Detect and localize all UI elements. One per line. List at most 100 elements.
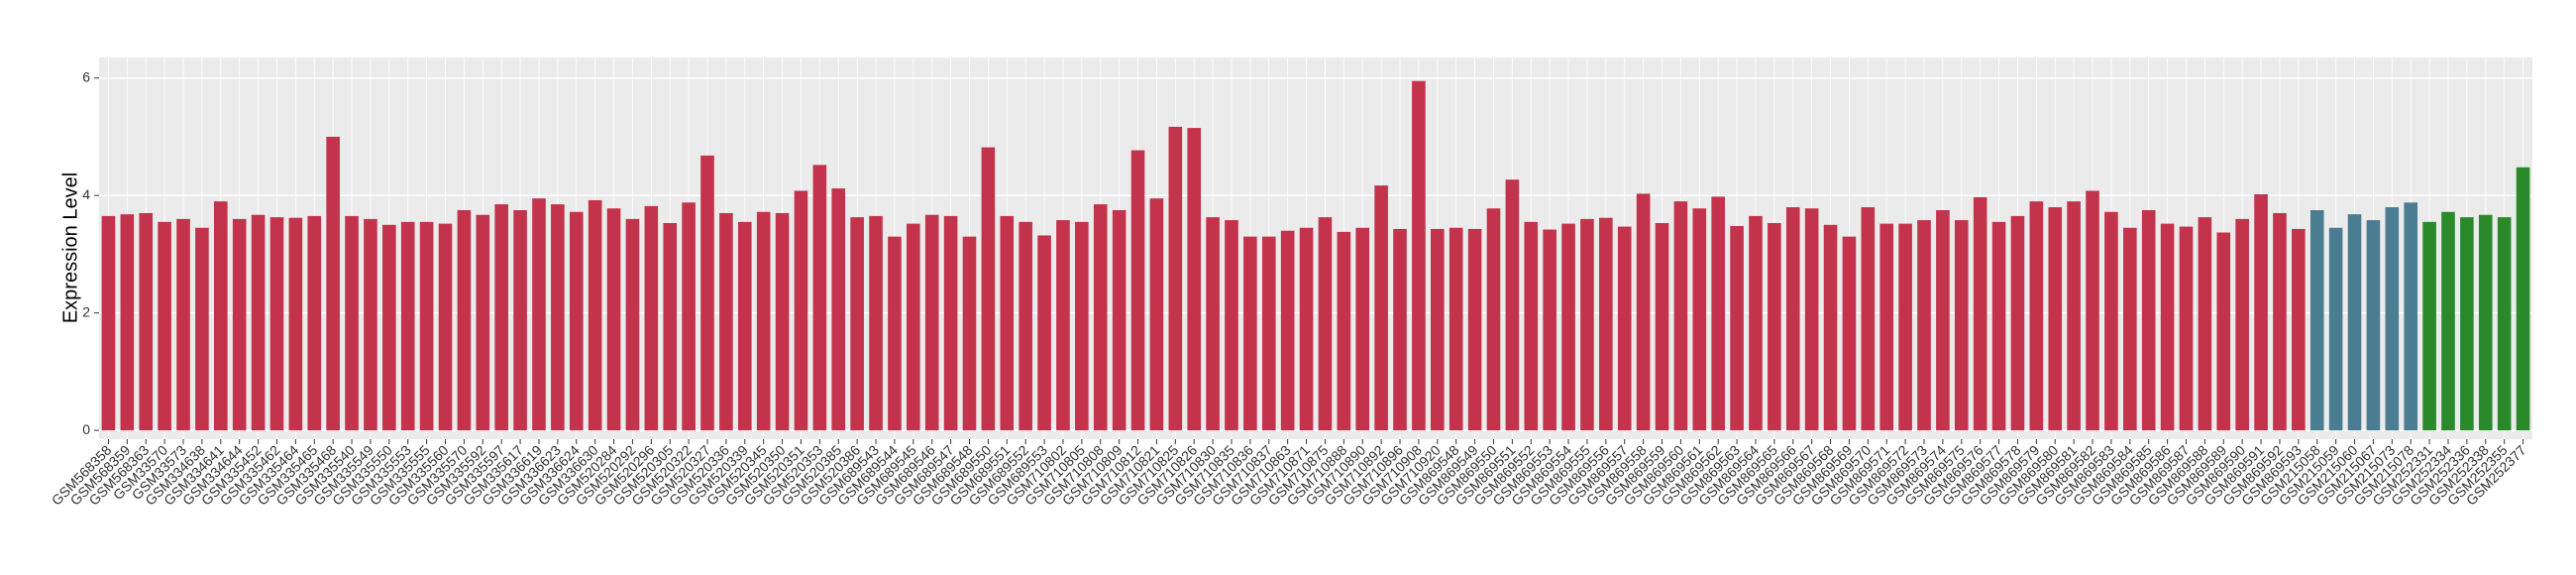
bar <box>1355 227 1370 431</box>
bar <box>981 147 996 431</box>
bar <box>2179 226 2194 431</box>
bar <box>943 215 958 431</box>
bar <box>2328 227 2343 431</box>
bar <box>1168 126 1183 431</box>
bar <box>1187 128 1202 431</box>
bar <box>2404 202 2418 431</box>
bar <box>2347 214 2362 431</box>
bar <box>682 202 696 431</box>
bar <box>1093 204 1108 431</box>
bar <box>2441 211 2455 431</box>
bar <box>1299 227 1314 431</box>
bar <box>1524 221 1539 431</box>
bar <box>1112 210 1127 431</box>
bar <box>812 165 827 431</box>
bar <box>1337 231 1351 431</box>
bar <box>1617 226 1632 431</box>
bar <box>2216 232 2231 431</box>
bar <box>1037 235 1051 431</box>
bar <box>382 224 396 431</box>
bar <box>457 210 472 431</box>
bar <box>1130 150 1145 431</box>
bar <box>1991 221 2006 431</box>
bar <box>1954 220 1969 431</box>
y-tick-label: 0 <box>82 421 90 437</box>
bar <box>2292 228 2306 431</box>
bar <box>1561 223 1575 431</box>
bar <box>1243 236 1257 431</box>
bar <box>176 218 190 431</box>
bar <box>1000 215 1015 431</box>
bar <box>606 208 621 431</box>
bar <box>2010 215 2025 431</box>
bar <box>2104 211 2118 431</box>
bar <box>269 217 284 431</box>
bar <box>419 221 434 431</box>
bar <box>1318 217 1333 431</box>
bar <box>1019 221 1032 431</box>
bar <box>364 218 377 431</box>
bar <box>850 217 864 431</box>
bar <box>1374 185 1388 431</box>
bar <box>326 136 340 431</box>
bar <box>2497 217 2512 431</box>
bar <box>1879 223 1894 431</box>
bar <box>2422 221 2436 431</box>
bar <box>2235 218 2249 431</box>
bar <box>1412 80 1426 431</box>
bar <box>1973 196 1987 431</box>
bar <box>569 211 584 431</box>
bar <box>1430 228 1445 431</box>
bar <box>924 214 939 431</box>
bar <box>1804 208 1819 431</box>
bar <box>2254 194 2268 431</box>
bar <box>139 212 154 431</box>
bar <box>2160 223 2175 431</box>
bar <box>1898 223 1912 431</box>
bar <box>1206 217 1220 431</box>
bar <box>1768 223 1781 431</box>
bar <box>438 223 453 431</box>
bar <box>2067 201 2081 431</box>
bar <box>1225 220 1238 431</box>
bar <box>644 205 659 431</box>
bar <box>232 218 247 431</box>
bar <box>1505 179 1520 431</box>
bar <box>2460 217 2474 431</box>
bar <box>532 198 546 431</box>
bar <box>288 217 303 431</box>
bar <box>2478 214 2493 431</box>
bar <box>1861 207 1876 431</box>
bar <box>700 155 714 431</box>
bar <box>794 190 808 431</box>
bar <box>1280 230 1295 431</box>
bar <box>1936 210 1950 431</box>
bar <box>1842 236 1857 431</box>
bar <box>1075 221 1089 431</box>
bar <box>551 204 565 431</box>
bar <box>2141 210 2156 431</box>
bar <box>1711 196 1725 431</box>
bar <box>101 215 116 431</box>
bar <box>2273 212 2287 431</box>
bar <box>2309 210 2324 431</box>
bar <box>1692 208 1707 431</box>
bar <box>307 215 322 431</box>
bar <box>195 227 209 431</box>
bar <box>476 214 490 431</box>
bar <box>1486 208 1501 431</box>
bar <box>1749 215 1763 431</box>
bar <box>1785 207 1800 431</box>
bar <box>775 212 790 431</box>
bar <box>907 223 920 431</box>
bar <box>400 221 415 431</box>
bar <box>888 236 902 431</box>
bar <box>1823 224 1838 431</box>
bar <box>1449 227 1463 431</box>
bar <box>663 223 678 431</box>
bar <box>737 221 752 431</box>
bar <box>2048 207 2063 431</box>
bar <box>2366 220 2381 431</box>
bar <box>625 218 640 431</box>
